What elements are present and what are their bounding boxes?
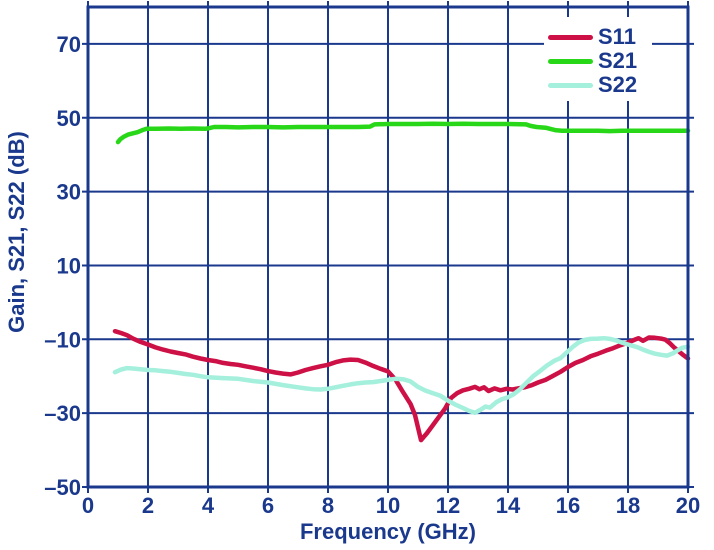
x-tick-label: 4 — [202, 493, 215, 518]
x-tick-label: 2 — [142, 493, 154, 518]
y-tick-label: 30 — [57, 180, 81, 205]
x-tick-label: 0 — [82, 493, 94, 518]
x-tick-label: 14 — [496, 493, 521, 518]
legend-label-s22: S22 — [598, 72, 638, 97]
y-axis-title: Gain, S21, S22 (dB) — [4, 131, 29, 333]
s21-line-swatch — [548, 58, 593, 64]
legend-label-s21: S21 — [598, 48, 638, 73]
x-tick-label: 16 — [556, 493, 580, 518]
y-tick-label: –30 — [44, 401, 81, 426]
y-tick-label: 10 — [57, 253, 81, 278]
y-tick-label: –50 — [44, 475, 81, 500]
y-tick-label: 50 — [57, 106, 81, 131]
legend-item-s22: S22 — [544, 73, 652, 97]
series-s11 — [112, 328, 691, 443]
x-tick-label: 10 — [376, 493, 400, 518]
y-tick-label: –10 — [44, 327, 81, 352]
s11-line-swatch — [548, 34, 593, 40]
x-tick-label: 12 — [436, 493, 460, 518]
legend-label-s11: S11 — [598, 24, 636, 49]
x-axis-title: Frequency (GHz) — [299, 519, 477, 544]
x-tick-label: 8 — [322, 493, 334, 518]
legend-item-s21: S21 — [544, 49, 652, 73]
plot-border — [86, 5, 690, 489]
x-tick-label: 6 — [262, 493, 274, 518]
s22-line-swatch — [548, 82, 593, 88]
legend: S11 S21 S22 — [544, 17, 652, 101]
x-tick-label: 20 — [676, 493, 700, 518]
x-tick-label: 18 — [616, 493, 640, 518]
series-s22 — [112, 335, 691, 416]
legend-item-s11: S11 — [544, 25, 652, 49]
y-tick-label: 70 — [57, 32, 81, 57]
series-s21 — [115, 121, 691, 145]
